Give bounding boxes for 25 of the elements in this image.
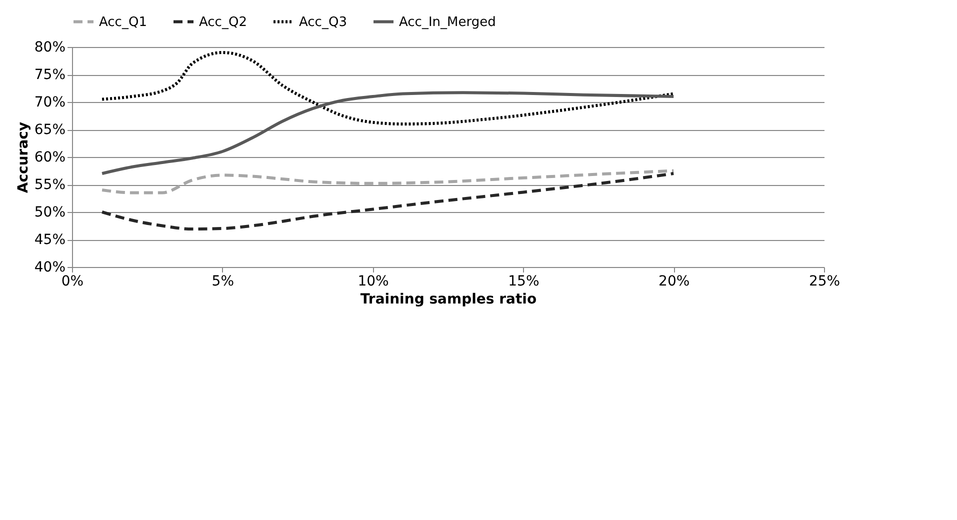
y-tick-label: 70% — [34, 94, 66, 110]
y-tick-label: 80% — [34, 40, 66, 56]
x-axis-title: Training samples ratio — [360, 292, 537, 308]
y-tick-label: 45% — [34, 232, 66, 248]
line-series — [100, 172, 676, 231]
y-tick-label: 40% — [34, 260, 66, 276]
y-tick-label: 50% — [34, 204, 66, 220]
line-series — [100, 169, 676, 194]
x-tick-label: 0% — [61, 274, 84, 290]
legend-label: Acc_Q1 — [99, 14, 147, 30]
y-tick-label: 65% — [34, 122, 66, 138]
legend-label: Acc_In_Merged — [399, 14, 496, 30]
legend-label: Acc_Q2 — [199, 14, 247, 30]
y-tick-label: 55% — [34, 177, 66, 193]
line-series — [100, 91, 676, 175]
y-tick-label: 75% — [34, 67, 66, 83]
y-axis-title: Accuracy — [15, 122, 32, 194]
y-tick-label: 60% — [34, 150, 66, 166]
x-tick-label: 25% — [808, 274, 840, 290]
x-tick-label: 15% — [508, 274, 540, 290]
legend-label: Acc_Q3 — [299, 14, 347, 30]
line-series — [100, 51, 676, 126]
x-tick-label: 10% — [358, 274, 389, 290]
x-tick-label: 20% — [658, 274, 690, 290]
x-tick-label: 5% — [212, 274, 234, 290]
